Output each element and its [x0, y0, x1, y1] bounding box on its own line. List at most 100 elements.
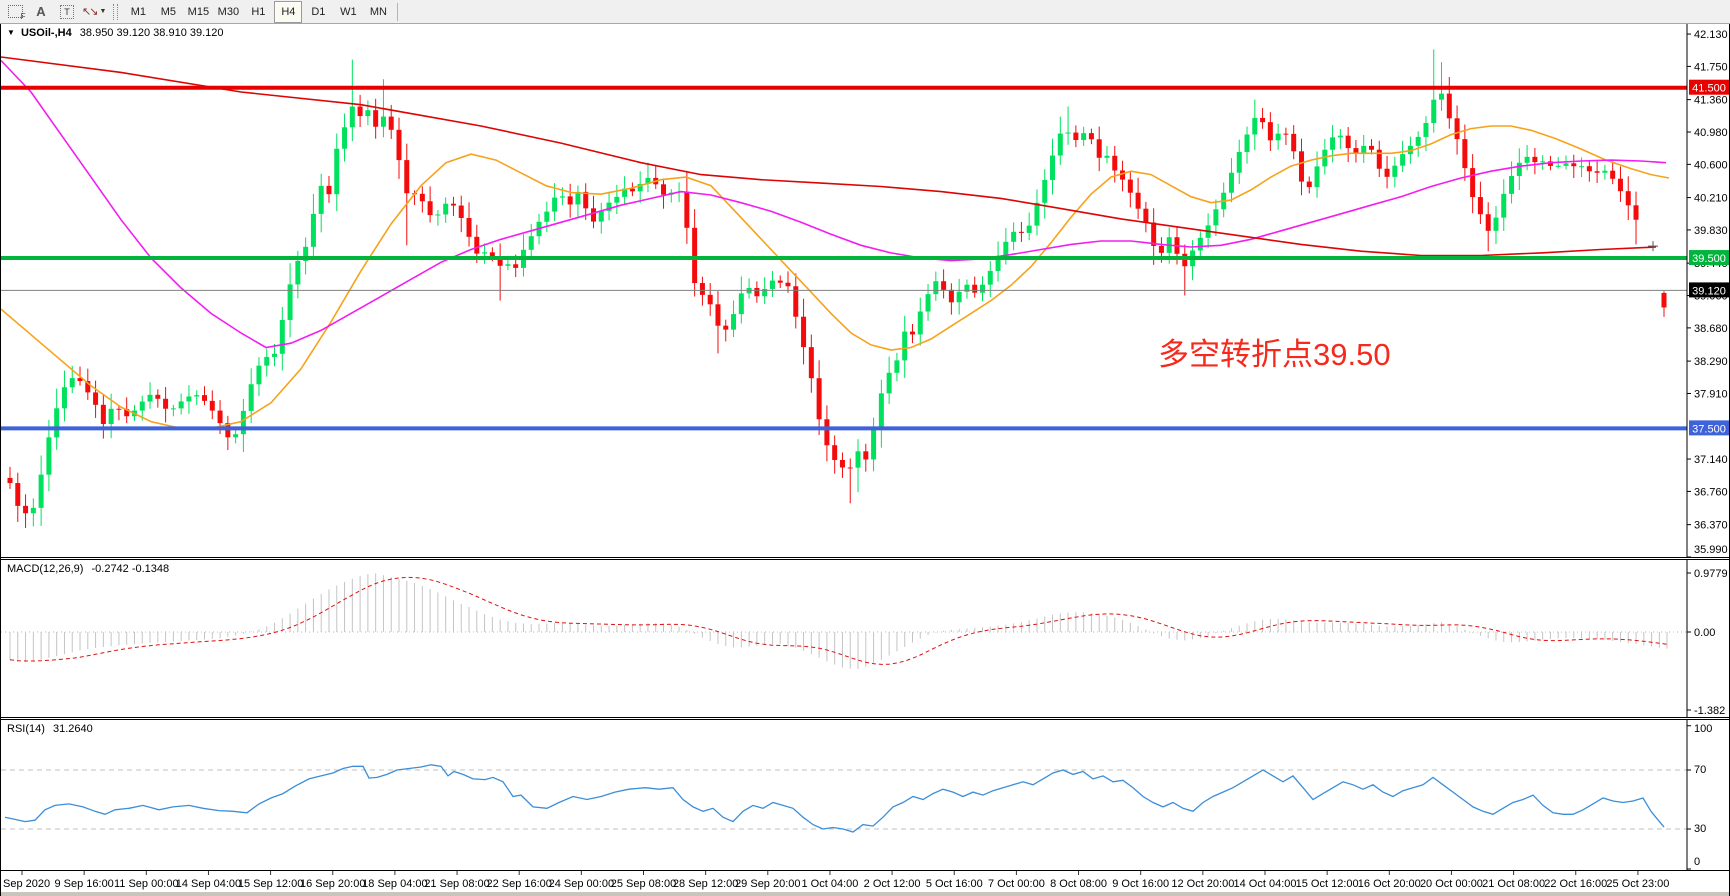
candle-body [1267, 122, 1273, 141]
candle-body [552, 197, 558, 212]
candle-body [435, 214, 441, 216]
candle-body [1096, 139, 1102, 158]
candle-body [443, 203, 449, 215]
candle-body [544, 211, 550, 222]
tf-button-m15[interactable]: M15 [187, 5, 210, 18]
candle-body [941, 281, 947, 290]
candle-body [645, 177, 651, 184]
candle-body [1625, 191, 1631, 206]
candle-body [264, 356, 270, 366]
candle-body [1353, 148, 1359, 153]
time-axis-label: 2 Oct 12:00 [864, 878, 921, 890]
candle-body [1057, 133, 1063, 156]
fibonacci-tool-button[interactable]: F [3, 1, 27, 23]
text-tool-button[interactable]: A [29, 1, 53, 23]
toolbar-grip[interactable] [113, 3, 119, 20]
macd-canvas[interactable]: 0.9779 0.00 -1.382 [1, 560, 1729, 717]
price-axis-tick-label: 38.680 [1694, 323, 1728, 335]
candle-body [832, 445, 838, 460]
tf-button-m5[interactable]: M5 [160, 5, 177, 18]
candle-body [388, 116, 394, 130]
candle-body [1003, 241, 1009, 256]
dropdown-caret-icon[interactable]: ▼ [99, 8, 107, 15]
candle-body [1127, 179, 1133, 193]
candle-body [1322, 149, 1328, 167]
text-label-tool-button[interactable]: T [55, 1, 79, 23]
candle-body [1485, 214, 1491, 231]
candle-body [1446, 93, 1452, 119]
candle-body [147, 394, 153, 402]
candle-body [964, 284, 970, 292]
ohlc-values: 38.950 39.120 38.910 39.120 [79, 27, 224, 39]
time-axis-label: 20 Oct 00:00 [1420, 878, 1483, 890]
chart-frame: ▼ USOil-,H4 38.950 39.120 38.910 39.120 … [0, 24, 1730, 896]
ma-slow-red [1, 56, 1657, 257]
candle-body [777, 280, 783, 283]
price-badge [1689, 79, 1729, 95]
price-axis-tick-label: 36.760 [1694, 486, 1728, 498]
candle-body [186, 396, 192, 402]
candle-body [1431, 99, 1437, 123]
candle-body [1439, 93, 1445, 100]
tf-button-h4[interactable]: H4 [274, 0, 303, 23]
time-axis-label: 11 Sep 00:00 [114, 878, 179, 890]
macd-panel[interactable]: MACD(12,26,9) -0.2742 -0.1348 0.9779 0.00… [1, 560, 1729, 720]
rsi-panel[interactable]: RSI(14) 31.2640 100 70 30 0 [1, 720, 1729, 871]
candle-body [1018, 231, 1024, 233]
candle-body [1617, 178, 1623, 192]
candle-body [1369, 145, 1374, 150]
candle-body [310, 213, 316, 247]
tf-button-h1[interactable]: H1 [251, 5, 266, 18]
candle-body [497, 256, 503, 266]
time-axis-label: 8 Oct 08:00 [1050, 878, 1107, 890]
candle-body [1298, 151, 1304, 182]
candle-body [1011, 231, 1017, 242]
price-badge-label: 41.500 [1692, 83, 1726, 95]
time-axis-label: 15 Oct 12:00 [1296, 878, 1359, 890]
macd-axis-tick-label: 0.9779 [1694, 568, 1728, 580]
rsi-canvas[interactable]: 100 70 30 0 [1, 720, 1729, 870]
candle-body [1563, 163, 1569, 166]
candle-body [139, 401, 145, 411]
candle-body [1306, 181, 1312, 188]
candle-body [824, 419, 830, 446]
candle-body [1532, 156, 1538, 163]
tf-button-d1[interactable]: D1 [311, 5, 326, 18]
candle-body [318, 185, 324, 214]
time-axis-label: 25 Oct 23:00 [1606, 878, 1669, 890]
candle-body [1602, 170, 1608, 173]
candle-body [287, 284, 293, 320]
tf-button-mn[interactable]: MN [369, 5, 387, 18]
candle-body [1042, 179, 1048, 203]
candle-body [419, 193, 425, 202]
price-chart-canvas[interactable]: 42.130 41.750 41.360 40.980 40.600 40.210 39.8… [1, 24, 1729, 557]
time-axis-label: 14 Sep 04:00 [176, 878, 241, 890]
collapse-triangle-icon[interactable]: ▼ [7, 28, 15, 37]
time-axis-label: 28 Sep 12:00 [673, 878, 738, 890]
price-axis-tick-label: 37.140 [1694, 454, 1728, 466]
candle-body [855, 451, 861, 468]
time-axis-label: 1 Oct 04:00 [802, 878, 859, 890]
tf-button-m30[interactable]: M30 [217, 5, 240, 18]
current-candle-body [1661, 292, 1667, 308]
candle-body [373, 110, 379, 127]
arrows-tool-button[interactable]: ↖↘ ▼ [81, 1, 107, 23]
time-axis-label: 21 Sep 08:00 [424, 878, 489, 890]
candle-body [1088, 133, 1094, 140]
candle-body [61, 387, 67, 409]
candle-body [1197, 237, 1203, 251]
tf-button-w1[interactable]: W1 [340, 5, 357, 18]
candle-body [427, 201, 433, 216]
candle-body [77, 378, 83, 382]
tf-button-m1[interactable]: M1 [130, 5, 147, 18]
candle-body [1571, 163, 1577, 167]
candle-body [1337, 135, 1343, 138]
macd-axis-tick-label: 0.00 [1694, 627, 1715, 639]
price-chart-panel[interactable]: ▼ USOil-,H4 38.950 39.120 38.910 39.120 … [1, 24, 1729, 560]
candle-body [1524, 156, 1530, 163]
candle-body [1361, 145, 1367, 153]
candle-body [723, 325, 729, 330]
time-axis-label: 15 Sep 12:00 [238, 878, 303, 890]
toolbar: F A T ↖↘ ▼ M1 M5 M15 M30 H1 H4 D1 W1 MN [0, 0, 1730, 24]
